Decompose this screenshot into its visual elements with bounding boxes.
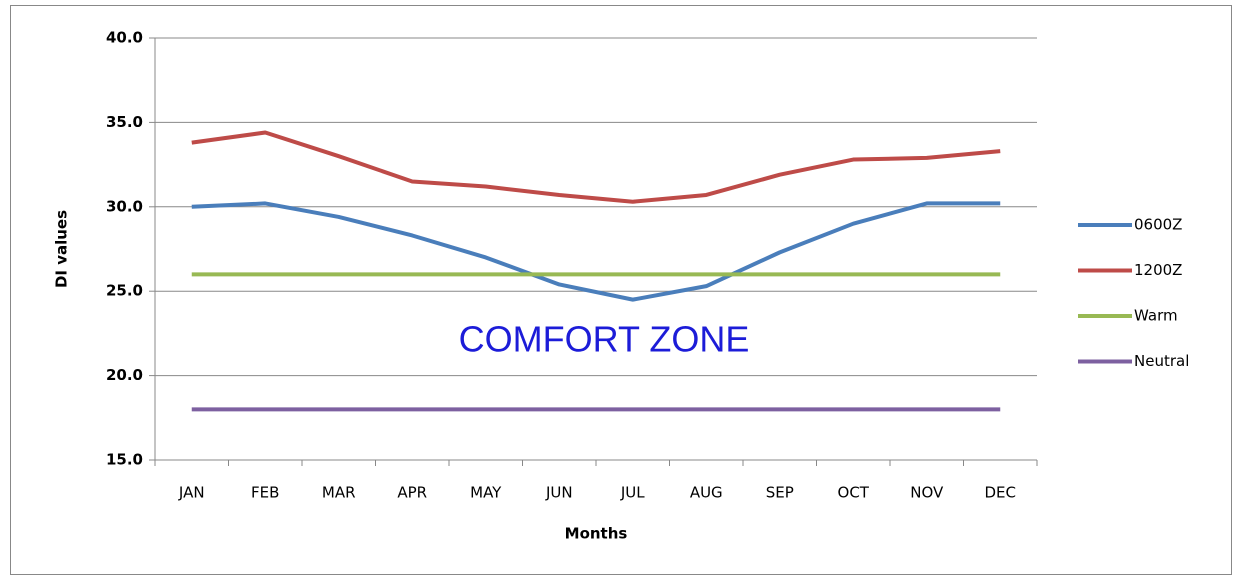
- annotation: COMFORT ZONE: [459, 319, 750, 360]
- legend-label: Warm: [1134, 307, 1178, 325]
- x-tick-label: NOV: [910, 484, 944, 502]
- y-tick-label: 25.0: [106, 282, 143, 300]
- x-tick-label: DEC: [984, 484, 1016, 502]
- x-tick-label: SEP: [766, 484, 794, 502]
- y-axis-label: DI values: [53, 210, 71, 288]
- x-tick-label: JUN: [545, 484, 573, 502]
- x-tick-label: JUL: [620, 484, 645, 502]
- x-tick-label: MAR: [322, 484, 356, 502]
- x-tick-label: MAY: [470, 484, 502, 502]
- x-tick-label: APR: [397, 484, 427, 502]
- y-tick-label: 20.0: [106, 366, 143, 384]
- y-tick-label: 30.0: [106, 197, 143, 215]
- y-tick-label: 15.0: [106, 451, 143, 469]
- legend-label: 0600Z: [1134, 216, 1182, 234]
- y-tick-label: 40.0: [106, 29, 143, 47]
- chart-frame: [10, 5, 1232, 575]
- legend-label: 1200Z: [1134, 261, 1182, 279]
- x-axis-label: Months: [565, 525, 628, 543]
- x-tick-label: JAN: [178, 484, 205, 502]
- series-line: [191, 130, 1001, 204]
- legend-label: Neutral: [1134, 352, 1189, 370]
- x-tick-label: OCT: [838, 484, 870, 502]
- series-line: [191, 201, 1001, 302]
- x-tick-label: FEB: [251, 484, 279, 502]
- y-tick-label: 35.0: [106, 113, 143, 131]
- x-tick-label: AUG: [690, 484, 723, 502]
